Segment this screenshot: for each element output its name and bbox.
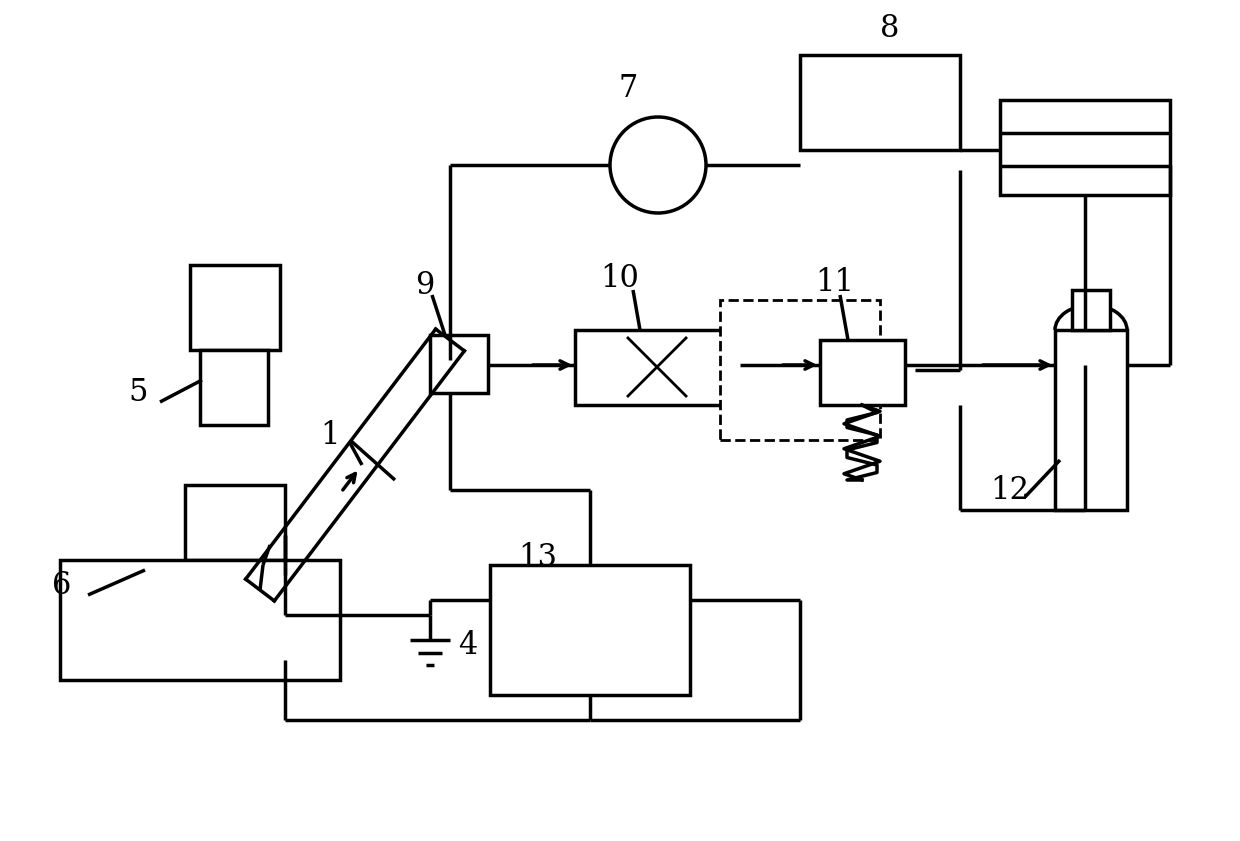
Text: 7: 7 [619,72,637,103]
Bar [490,565,689,695]
Text: 6: 6 [52,569,72,600]
Text: 8: 8 [880,13,900,44]
Bar [820,340,905,405]
Text: 13: 13 [518,542,558,574]
Bar [185,485,285,560]
Text: 12: 12 [991,474,1029,505]
Bar [1055,330,1127,510]
Text: 11: 11 [816,267,854,298]
Bar [999,100,1171,195]
Text: 10: 10 [600,262,640,294]
Text: 5: 5 [128,377,148,408]
Text: 9: 9 [415,269,435,300]
Circle shape [610,117,706,213]
Bar [190,265,280,350]
Bar [575,330,740,405]
Bar [800,55,960,150]
Bar [720,300,880,440]
Text: 1: 1 [320,420,340,451]
Text: 4: 4 [459,630,477,660]
Bar [200,350,268,425]
Bar [1073,290,1110,330]
Bar [60,560,340,680]
Bar [430,335,489,393]
